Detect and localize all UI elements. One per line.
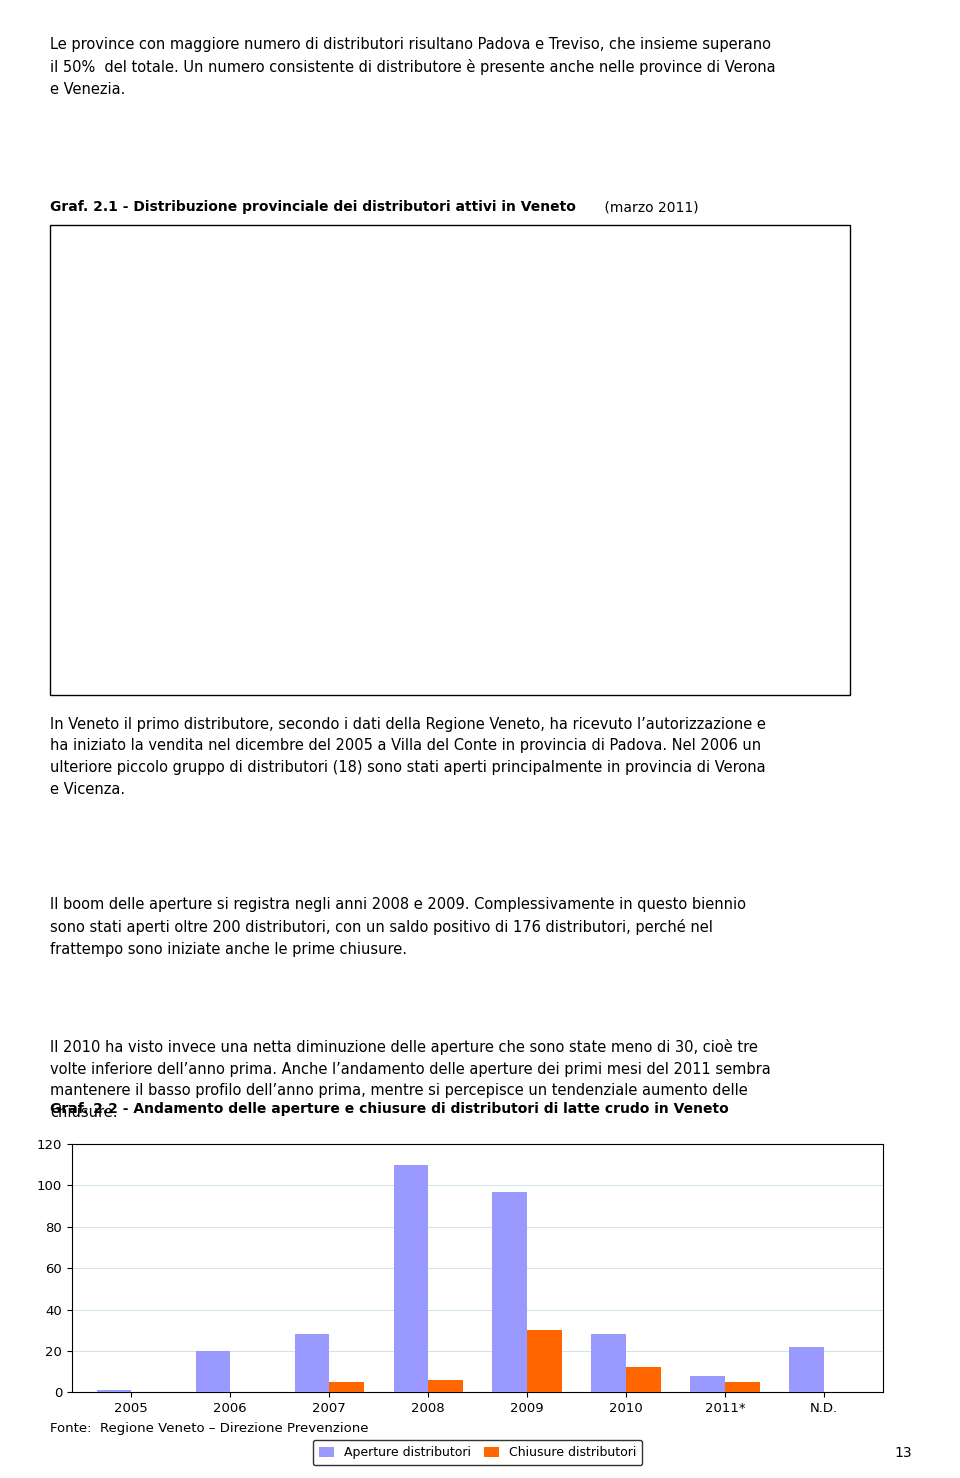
Text: Fonte:  Regione Veneto – Direzione Prevenzione: Fonte: Regione Veneto – Direzione Preven…: [50, 1422, 369, 1435]
Text: Il 2010 ha visto invece una netta diminuzione delle aperture che sono state meno: Il 2010 ha visto invece una netta diminu…: [50, 1039, 771, 1120]
Text: 27%: 27%: [508, 350, 539, 364]
Bar: [725, 1382, 759, 1392]
Text: Le province con maggiore numero di distributori risultano Padova e Treviso, che : Le province con maggiore numero di distr…: [50, 37, 776, 96]
Text: Il boom delle aperture si registra negli anni 2008 e 2009. Complessivamente in q: Il boom delle aperture si registra negli…: [50, 897, 746, 956]
Bar: [329, 1382, 364, 1392]
Text: 9%: 9%: [276, 256, 299, 270]
Text: Graf. 2.1 - Distribuzione provinciale dei distributori attivi in Veneto: Graf. 2.1 - Distribuzione provinciale de…: [50, 201, 576, 214]
Bar: [97, 1391, 132, 1392]
Bar: [591, 1335, 626, 1392]
Bar: [626, 1367, 660, 1392]
Wedge shape: [346, 304, 375, 461]
Wedge shape: [262, 304, 346, 461]
Bar: [527, 1330, 562, 1392]
Legend: Aperture distributori, Chiusure distributori: Aperture distributori, Chiusure distribu…: [313, 1440, 642, 1466]
Text: Graf. 2.2 - Andamento delle aperture e chiusure di distributori di latte crudo i: Graf. 2.2 - Andamento delle aperture e c…: [50, 1103, 729, 1116]
Text: 13: 13: [895, 1447, 912, 1460]
Wedge shape: [189, 330, 346, 461]
Text: (marzo 2011): (marzo 2011): [600, 201, 699, 214]
Bar: [295, 1335, 329, 1392]
Wedge shape: [189, 461, 346, 582]
Wedge shape: [346, 461, 494, 562]
Bar: [789, 1346, 824, 1392]
Bar: [196, 1351, 230, 1392]
Text: 25%: 25%: [349, 661, 380, 675]
Wedge shape: [346, 307, 502, 510]
Bar: [492, 1191, 527, 1392]
Text: In Veneto il primo distributore, secondo i dati della Regione Veneto, ha ricevut: In Veneto il primo distributore, secondo…: [50, 717, 766, 797]
Text: 14%: 14%: [143, 542, 174, 557]
Legend: Belluno, Padova, Rovigo, Treviso, Venezia, Verona, Vicenza: Belluno, Padova, Rovigo, Treviso, Venezi…: [201, 658, 687, 681]
Wedge shape: [246, 461, 467, 618]
Text: 6%: 6%: [516, 554, 538, 569]
Bar: [394, 1165, 428, 1392]
Bar: [690, 1376, 725, 1392]
Text: 16%: 16%: [149, 355, 180, 370]
Bar: [428, 1380, 463, 1392]
Text: 3%: 3%: [354, 248, 376, 263]
